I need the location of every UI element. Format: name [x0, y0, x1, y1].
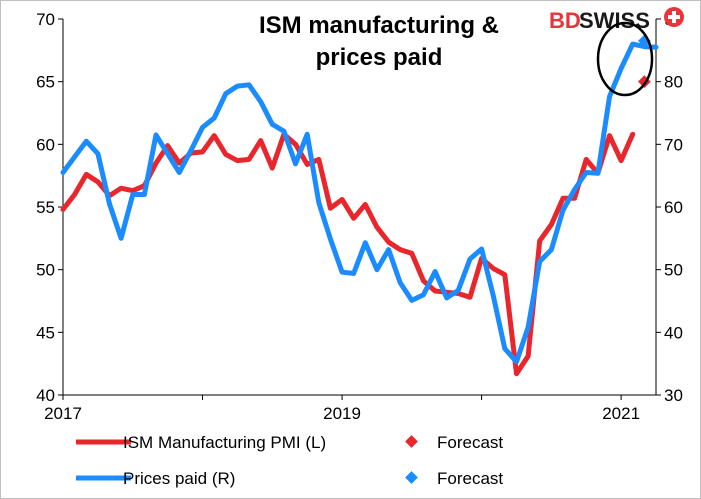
forecast-highlight-ellipse — [596, 21, 654, 97]
y-right-tick-label: 70 — [664, 135, 683, 154]
y-right-axis: 30405060708090 — [656, 10, 683, 405]
y-right-tick-label: 80 — [664, 73, 683, 92]
y-left-tick-label: 70 — [36, 10, 55, 29]
y-right-tick-label: 30 — [664, 386, 683, 405]
y-right-tick-label: 40 — [664, 323, 683, 342]
y-left-axis: 40 45 50 55 60 65 70 — [36, 10, 63, 405]
legend-label-ism-forecast: Forecast — [437, 433, 503, 452]
x-axis: 2017 2019 2021 — [44, 19, 657, 423]
y-left-tick-label: 60 — [36, 135, 55, 154]
chart-title-line1: ISM manufacturing & — [259, 12, 499, 39]
brand-cross-icon-h — [668, 15, 680, 19]
legend-marker-prices-forecast — [405, 471, 418, 484]
legend-label-ism: ISM Manufacturing PMI (L) — [123, 433, 326, 452]
y-left-tick-label: 50 — [36, 261, 55, 280]
plot-area — [60, 34, 659, 377]
legend-label-prices: Prices paid (R) — [123, 469, 235, 488]
x-tick-label: 2021 — [602, 404, 640, 423]
x-tick-label: 2017 — [44, 404, 82, 423]
chart-title-line2: prices paid — [316, 44, 443, 71]
legend-label-prices-forecast: Forecast — [437, 469, 503, 488]
legend-marker-ism-forecast — [405, 435, 418, 448]
legend: ISM Manufacturing PMI (L) Forecast Price… — [76, 433, 503, 488]
series-line-prices — [60, 41, 659, 365]
y-right-tick-label: 60 — [664, 198, 683, 217]
y-left-tick-label: 55 — [36, 198, 55, 217]
y-left-tick-label: 45 — [36, 323, 55, 342]
y-left-tick-label: 65 — [36, 73, 55, 92]
brand-logo: BD SWISS — [549, 7, 684, 33]
x-tick-label: 2019 — [323, 404, 361, 423]
y-right-tick-label: 50 — [664, 261, 683, 280]
y-left-tick-label: 40 — [36, 386, 55, 405]
brand-logo-part1: BD — [549, 8, 581, 33]
